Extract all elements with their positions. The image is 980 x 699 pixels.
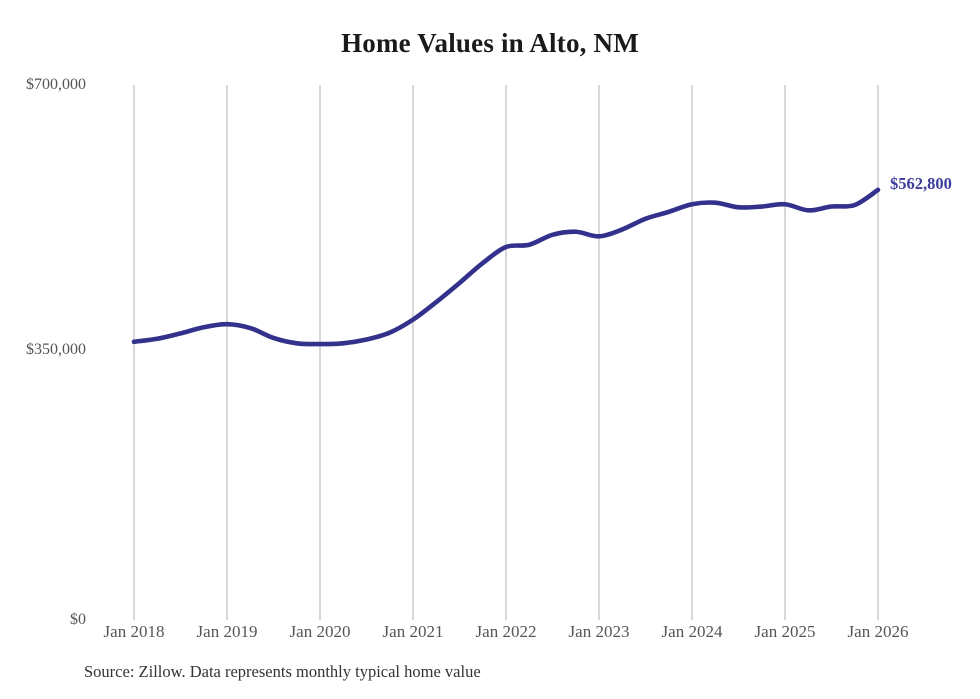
endpoint-value-label: $562,800 — [890, 173, 952, 193]
x-tick-label: Jan 2018 — [103, 622, 165, 641]
x-tick-label: Jan 2024 — [661, 622, 723, 641]
x-tick-label: Jan 2020 — [289, 622, 351, 641]
x-tick-label: Jan 2019 — [196, 622, 258, 641]
y-tick-350000: $350,000 — [26, 341, 86, 358]
source-note: Source: Zillow. Data represents monthly … — [84, 662, 481, 681]
y-tick-700000: $700,000 — [26, 76, 86, 93]
chart-title: Home Values in Alto, NM — [341, 28, 639, 58]
x-tick-label: Jan 2026 — [847, 622, 909, 641]
y-tick-0: $0 — [70, 611, 86, 628]
x-tick-label: Jan 2023 — [568, 622, 630, 641]
x-tick-label: Jan 2022 — [475, 622, 537, 641]
x-gridlines — [133, 85, 879, 620]
x-tick-label: Jan 2025 — [754, 622, 816, 641]
x-tick-label: Jan 2021 — [382, 622, 444, 641]
value-line — [131, 187, 881, 347]
